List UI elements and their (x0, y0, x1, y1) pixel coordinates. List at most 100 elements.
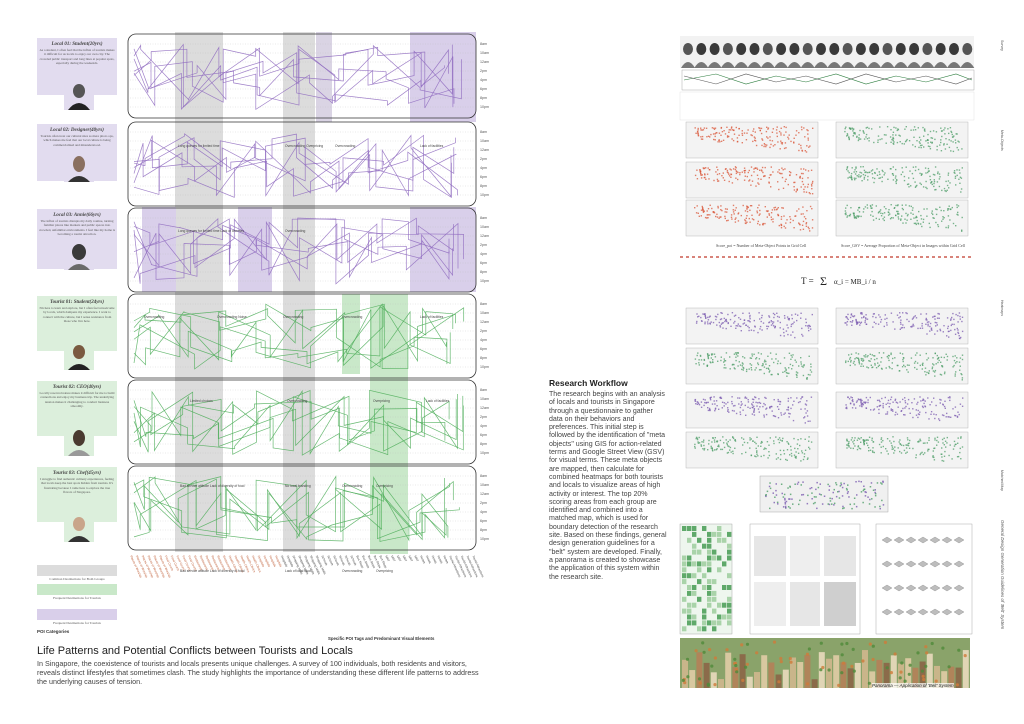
heatmap-dot (860, 403, 863, 406)
heatmap-dot (952, 355, 954, 358)
heatmap-dot (925, 140, 927, 142)
heatmap-dot (804, 416, 806, 418)
heatmap-dot (801, 177, 804, 180)
heatmap-dot (929, 148, 932, 150)
heatmap-dot (926, 371, 928, 374)
heatmap-dot (785, 131, 787, 133)
heatmap-dot (896, 402, 899, 404)
heatmap-dot (727, 219, 729, 222)
poi-tag-label: Restaurants (216, 555, 227, 572)
heatmap-dot (793, 181, 795, 184)
persona-band (127, 465, 477, 551)
heatmap-dot (930, 327, 933, 329)
heatmap-dot (953, 318, 955, 321)
heatmap-dot (845, 212, 847, 214)
heatmap-dot (845, 322, 847, 324)
matched-dot (802, 493, 805, 496)
guide-cell (722, 614, 727, 620)
heatmap-dot (726, 169, 729, 172)
panorama-detail (697, 677, 702, 681)
heatmap-dot (866, 204, 868, 206)
band-label: Lack of local food (285, 569, 311, 573)
heatmap-dot (920, 183, 922, 186)
legend-label-common: Common Destinations for Both Groups (49, 577, 105, 581)
heatmap-dot (739, 364, 742, 366)
activity-path (133, 137, 457, 197)
heatmap-dot (846, 133, 849, 135)
heatmap-dot (742, 356, 744, 358)
poi-tag-label: Hotels (425, 555, 432, 565)
matched-dot (874, 491, 876, 494)
heatmap-dot (755, 358, 757, 360)
heatmap-dot (768, 214, 771, 216)
guide-cell (717, 614, 722, 620)
legend-swatch-common (37, 565, 117, 576)
heatmap-dot (954, 414, 956, 417)
guide-cell (707, 537, 712, 543)
heatmap-dot (851, 324, 853, 326)
heatmap-dot (757, 455, 759, 457)
heatmap-dot (788, 319, 790, 321)
heatmap-dot (913, 217, 915, 219)
heatmap-dot (858, 206, 860, 209)
heatmap-dot (960, 373, 962, 375)
heatmap-dot (936, 436, 939, 438)
heatmap-dot (944, 127, 946, 129)
heatmap-dot (883, 219, 885, 222)
matched-dot (765, 495, 767, 498)
heatmap-dot (880, 321, 882, 323)
matched-dot (874, 506, 876, 508)
heatmap-dot (857, 446, 859, 448)
heatmap-dot (865, 317, 867, 319)
heatmap-dot (728, 135, 730, 138)
heatmap-dot (804, 438, 806, 440)
matched-dot (777, 503, 779, 505)
heatmap-dot (931, 366, 934, 368)
heatmap-dot (700, 406, 703, 408)
heatmap-dot (707, 167, 709, 169)
heatmap-dot (898, 317, 900, 319)
matched-dot (797, 481, 800, 484)
heatmap-dot (780, 227, 783, 229)
panorama-detail (851, 647, 855, 652)
band-label: Long queues for limited time (178, 144, 220, 148)
heatmap-dot (846, 166, 849, 168)
heatmap-dot (791, 368, 793, 370)
heatmap-dot (797, 439, 799, 441)
heatmap-dot (869, 171, 871, 173)
heatmap-dot (787, 327, 789, 329)
heatmap-dot (876, 406, 878, 408)
heatmap-dot (877, 362, 879, 364)
heatmap-dot (740, 401, 742, 403)
heatmap-dot (924, 371, 926, 373)
heatmap-dot (726, 136, 729, 138)
panorama-detail (925, 651, 929, 655)
panorama-image (680, 638, 970, 688)
heatmap-dot (711, 353, 714, 355)
heatmap-dot (754, 139, 756, 141)
panorama-building (761, 655, 768, 688)
heatmap-dot (861, 312, 863, 314)
heatmap-dot (960, 437, 962, 439)
matched-dot (775, 489, 777, 492)
heatmap-dot (853, 215, 855, 217)
heatmap-dot (957, 437, 959, 439)
guide-cell (707, 602, 712, 608)
poi-tag-label: Health Clinics (251, 555, 263, 574)
heatmap-dot (919, 182, 921, 184)
heatmap-panel (835, 199, 969, 237)
heatmap-dot (724, 215, 726, 218)
heatmap-dot (900, 219, 902, 221)
survey-face-icon (935, 43, 946, 55)
heatmap-dot (697, 127, 699, 130)
heatmap-dot (950, 140, 952, 142)
heatmap-dot (698, 359, 700, 361)
heatmap-dot (807, 139, 809, 141)
heatmap-dot (915, 222, 917, 224)
heatmap-dot (937, 171, 939, 173)
heatmap-dot (801, 224, 804, 226)
persona-text: I'm here to learn and explore, but I oft… (39, 306, 115, 323)
heatmap-dot (716, 166, 718, 168)
heatmap-dot (879, 316, 881, 318)
poi-tag-label: Hospitals (274, 555, 283, 568)
